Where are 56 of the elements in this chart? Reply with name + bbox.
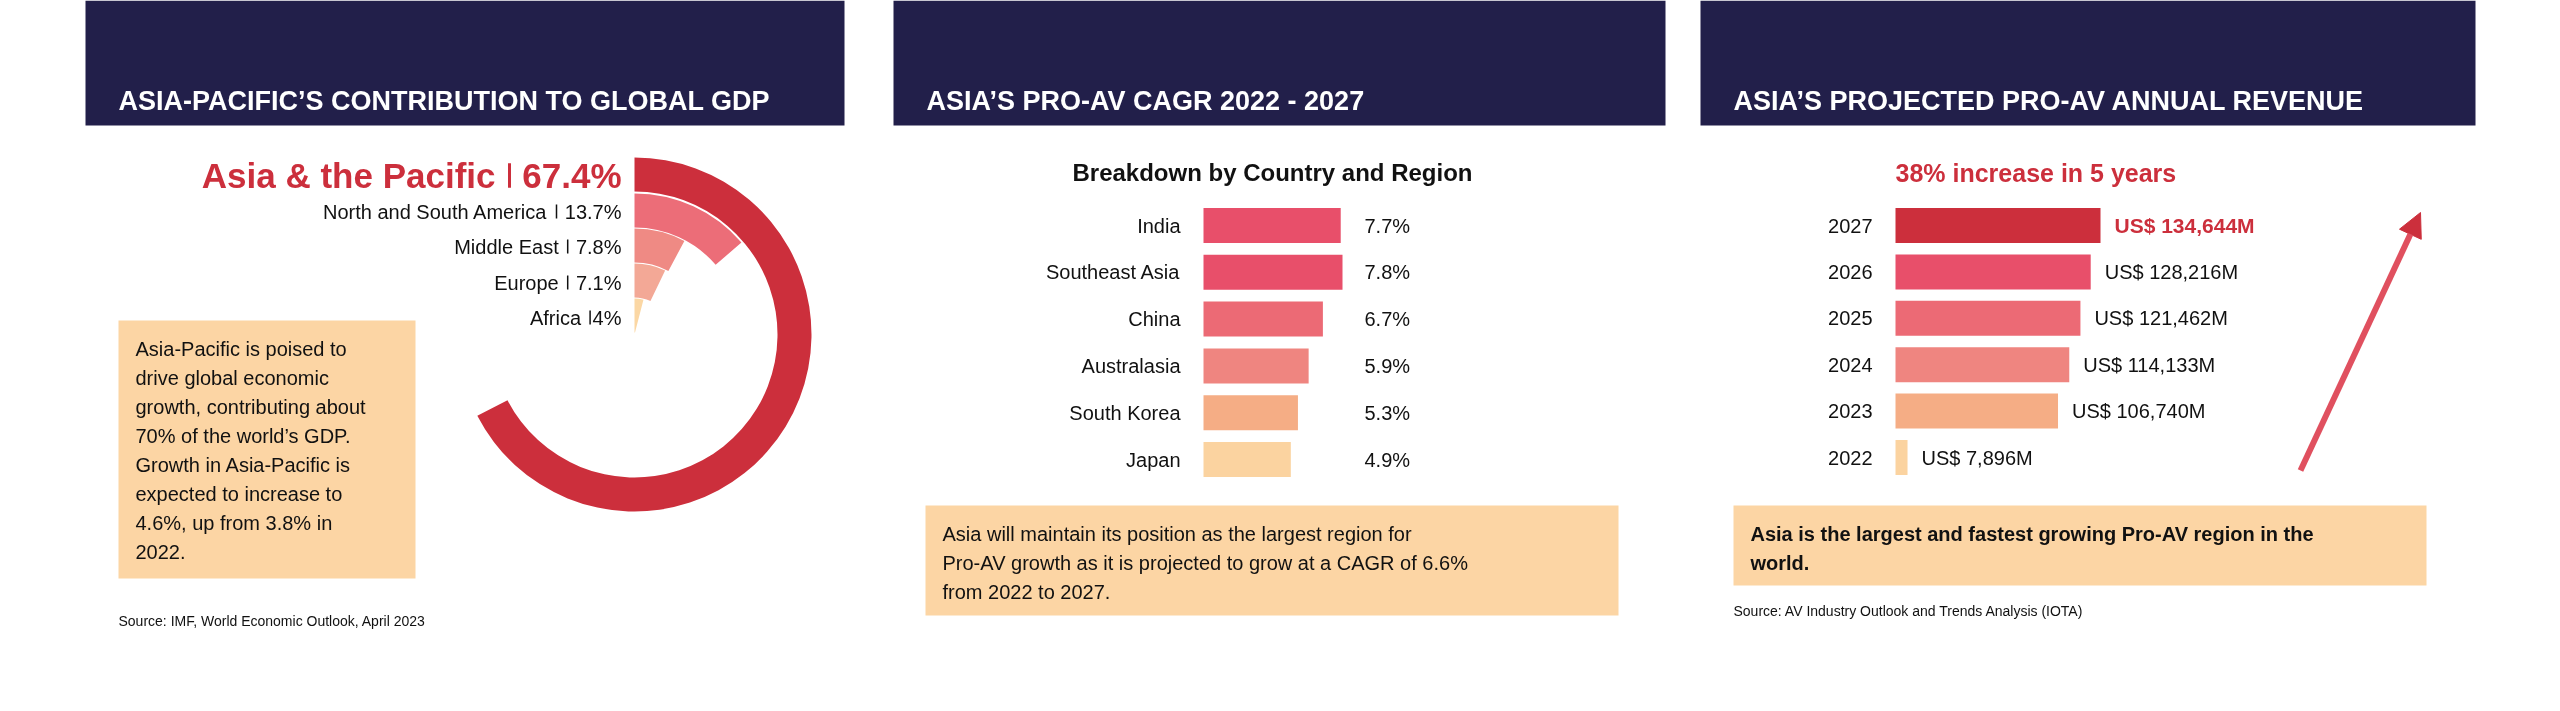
bar xyxy=(1203,254,1343,290)
bar xyxy=(1895,254,2091,290)
data-label: 67.4% xyxy=(522,156,622,195)
bar xyxy=(1895,300,2081,336)
data-label: US$ 121,462M xyxy=(2094,307,2228,330)
y-tick-label: China xyxy=(1128,308,1182,331)
data-label: US$ 7,896M xyxy=(1921,446,2033,469)
data-label: 5.3% xyxy=(1364,401,1411,424)
bar xyxy=(1895,440,1908,475)
bar xyxy=(1895,347,2070,383)
y-tick-label: Southeast Asia xyxy=(1045,261,1181,284)
bar xyxy=(1895,208,2101,243)
y-tick-label: Australasia xyxy=(1081,354,1182,377)
y-tick-label: 2023 xyxy=(1828,400,1873,423)
source-note: Source: IMF, World Economic Outlook, April 2023 xyxy=(118,612,426,629)
chart-title: ASIA’S PROJECTED PRO-AV ANNUAL REVENUE xyxy=(1733,85,2364,116)
data-label: 7.7% xyxy=(1364,214,1411,237)
source-note: Source: AV Industry Outlook and Trends Analysis (IOTA) xyxy=(1733,602,2083,619)
data-label: US$ 106,740M xyxy=(2072,400,2206,423)
data-label: 4% xyxy=(592,306,622,329)
data-label: 6.7% xyxy=(1364,308,1411,331)
text: 38% increase in 5 years xyxy=(1895,158,2177,187)
data-label: 7.8% xyxy=(1364,261,1411,284)
category-label: Asia & the Pacific xyxy=(201,156,496,195)
chart-title: ASIA’S PRO-AV CAGR 2022 - 2027 xyxy=(926,85,1365,116)
text: Asia will maintain its position as the largest region for Pro-AV growth as it is projected to grow at a CAGR of 6.6% from 2022 to 2027. xyxy=(942,522,1469,603)
data-label: US$ 114,133M xyxy=(2083,353,2216,376)
y-tick-label: 2026 xyxy=(1828,260,1873,283)
data-label: US$ 134,644M xyxy=(2114,214,2255,237)
data-label: 7.1% xyxy=(575,271,622,294)
y-tick-label: 2022 xyxy=(1828,446,1873,469)
bar xyxy=(1895,393,2059,429)
y-tick-label: 2025 xyxy=(1828,307,1873,330)
text: ASIA-PACIFIC’S CONTRIBUTION TO GLOBAL GDP xyxy=(118,85,770,116)
y-tick-label: 2024 xyxy=(1828,353,1873,376)
y-tick-label: 2027 xyxy=(1828,214,1873,237)
text: Asia is the largest and fastest growing Pro-AV region in the world. xyxy=(1749,522,2314,574)
bar xyxy=(1203,301,1323,337)
data-label: 5.9% xyxy=(1364,354,1411,377)
data-label: 4.9% xyxy=(1364,448,1411,471)
chart-subtitle: Breakdown by Country and Region xyxy=(1072,159,1473,186)
category-label: North and South America xyxy=(322,200,548,223)
y-tick-label: South Korea xyxy=(1069,401,1182,424)
category-label: Middle East xyxy=(454,235,560,258)
bar xyxy=(1203,208,1341,243)
data-label: 13.7% xyxy=(564,200,622,223)
bar xyxy=(1203,395,1298,431)
text: Asia-Pacific is poised to drive global economic growth, contributing about 70% of the world’s GDP. Growth in Asia-Pacific is expected to increase to 4.6%, up from 3.8% in 2022. xyxy=(135,337,367,563)
data-label: 7.8% xyxy=(575,235,622,258)
y-tick-label: Japan xyxy=(1126,448,1181,471)
category-label: Africa xyxy=(529,306,582,329)
bar xyxy=(1203,348,1309,384)
data-label: US$ 128,216M xyxy=(2104,260,2239,283)
category-label: Europe xyxy=(494,271,559,294)
bar xyxy=(1203,442,1291,477)
y-tick-label: India xyxy=(1137,214,1182,237)
